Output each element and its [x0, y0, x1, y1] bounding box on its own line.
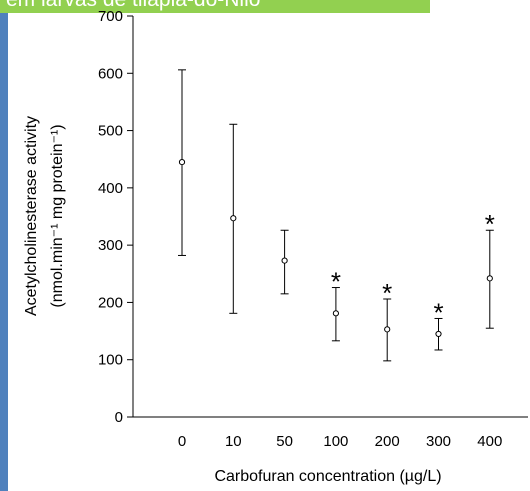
- data-point: [230, 215, 237, 222]
- data-point: [281, 257, 288, 264]
- y-tick-label: 500: [98, 123, 123, 140]
- data-point: [486, 275, 493, 282]
- banner-text: em larvas de tilápia-do-Nilo: [6, 0, 260, 13]
- y-axis-title-line2: (nmol.min⁻¹ mg protein⁻¹): [49, 124, 66, 307]
- x-tick-label: 300: [426, 433, 451, 450]
- y-ticks: 0 100 200 300 400 500 600 700: [98, 8, 133, 426]
- axes: [132, 16, 528, 418]
- data-point: [435, 330, 442, 338]
- x-tick-label: 10: [225, 433, 242, 450]
- x-tick-label: 200: [375, 433, 400, 450]
- significance-asterisk: *: [485, 209, 495, 239]
- title-banner: em larvas de tilápia-do-Nilo: [0, 0, 430, 13]
- x-axis-title: Carbofuran concentration (µg/L): [214, 468, 441, 485]
- y-axis-title-line1: Acetylcholinesterase activity: [23, 116, 40, 316]
- data-point: [332, 310, 339, 317]
- significance-asterisk: *: [433, 297, 443, 327]
- left-accent-bar: [0, 0, 8, 491]
- significance-asterisk: *: [331, 267, 341, 297]
- data-point: [178, 158, 186, 166]
- data-point: [384, 326, 391, 333]
- y-tick-label: 700: [98, 8, 123, 25]
- significance-asterisk: *: [382, 278, 392, 308]
- y-tick-label: 0: [115, 409, 123, 426]
- x-tick-label: 0: [178, 433, 186, 450]
- y-tick-label: 200: [98, 294, 123, 311]
- data-marks: * * * *: [178, 69, 495, 362]
- x-ticks: 0 10 50 100 200 300 400: [178, 433, 502, 450]
- x-tick-label: 50: [276, 433, 293, 450]
- y-tick-label: 400: [98, 180, 123, 197]
- y-tick-label: 100: [98, 352, 123, 369]
- y-tick-label: 600: [98, 65, 123, 82]
- x-tick-label: 400: [477, 433, 502, 450]
- x-tick-label: 100: [323, 433, 348, 450]
- y-tick-label: 300: [98, 237, 123, 254]
